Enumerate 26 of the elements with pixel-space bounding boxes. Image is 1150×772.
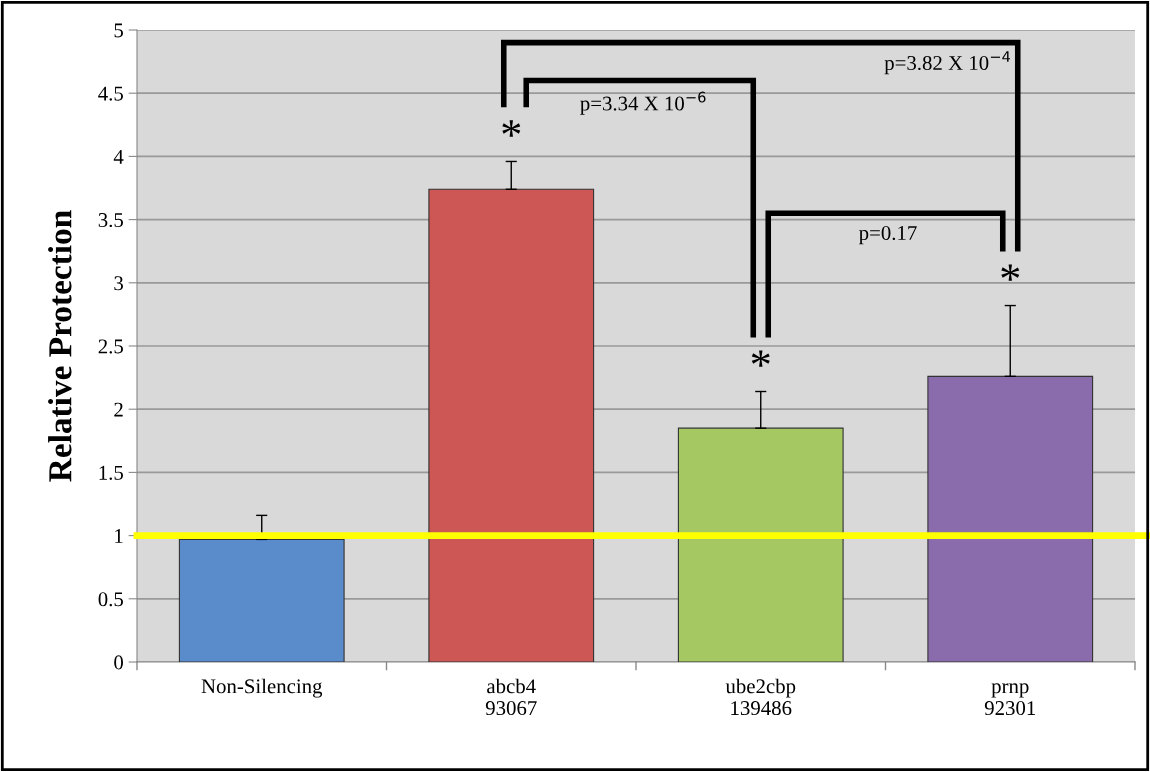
annotation: * [751, 350, 770, 367]
annotation: * [502, 120, 521, 137]
x-tick-label: prnp 92301 [984, 683, 1036, 716]
y-tick-label: 0 [114, 655, 124, 670]
y-tick-label: 4 [113, 149, 124, 164]
y-tick-label: 1.5 [99, 465, 123, 480]
y-tick-label: 3.5 [98, 213, 123, 228]
bar [428, 188, 595, 662]
y-tick-label: 5 [114, 23, 123, 38]
bar [927, 375, 1094, 662]
y-tick-label: 4.5 [98, 86, 123, 101]
bar [178, 538, 345, 662]
bar [677, 427, 844, 662]
y-tick-label: 3 [114, 276, 123, 291]
annotation: p=3.34 X 10$^{−6}$ [580, 91, 706, 115]
y-tick-label: 0.5 [98, 592, 123, 607]
annotation: p=3.82 X 10$^{−4}$ [884, 51, 1011, 75]
y-tick-label: 1 [115, 529, 123, 543]
annotation: p=0.17 [859, 225, 917, 245]
x-tick-label: Non-Silencing [201, 678, 323, 698]
annotation: * [1001, 264, 1020, 281]
x-tick-label: ube2cbp 139486 [725, 678, 796, 716]
y-axis-title: Relative Protection [48, 210, 72, 482]
y-tick-label: 2.5 [98, 339, 123, 354]
y-tick-label: 2 [114, 402, 123, 417]
x-tick-label: abcb4 93067 [485, 678, 537, 716]
